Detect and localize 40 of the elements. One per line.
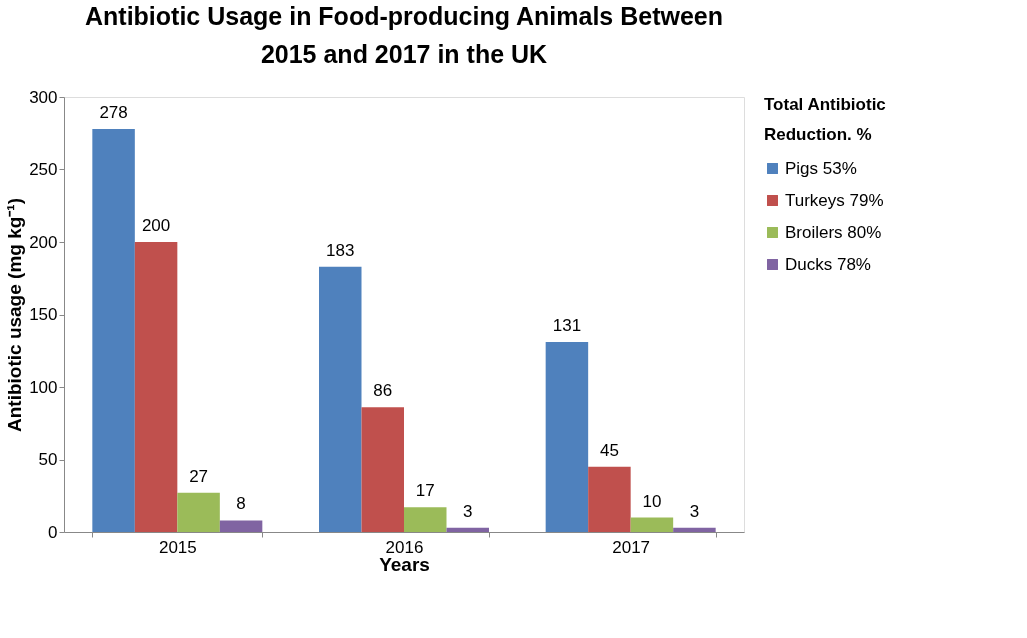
x-tick-label: 2015 (158, 537, 197, 557)
x-tick-label: 2017 (612, 537, 651, 557)
y-tick-label: 300 (29, 87, 58, 107)
data-label: 17 (415, 481, 435, 501)
data-label: 278 (99, 102, 128, 122)
bar (219, 520, 263, 532)
bar (319, 266, 362, 532)
y-tick-label: 0 (48, 522, 58, 542)
bar (92, 128, 135, 532)
data-label: 3 (463, 501, 473, 521)
y-tick-label: 50 (38, 450, 58, 469)
bar (673, 527, 716, 532)
bar (588, 466, 631, 532)
chart-title: Antibiotic Usage in Food-producing Animals Between 2015 and 2017 in the UK (85, 2, 723, 68)
data-label: 8 (236, 494, 246, 514)
data-label: 10 (642, 491, 662, 511)
legend-label: Ducks 78% (785, 254, 871, 274)
data-label: 27 (189, 466, 209, 486)
bar (134, 242, 178, 532)
data-label: 183 (326, 240, 355, 260)
bar (446, 527, 489, 532)
y-tick-label: 150 (29, 305, 58, 324)
y-tick-label: 100 (29, 377, 58, 397)
y-tick-label: 200 (29, 232, 58, 252)
bar (404, 507, 447, 532)
y-tick-label: 250 (29, 160, 58, 179)
data-label: 86 (373, 381, 393, 401)
bar (630, 517, 674, 532)
legend-label: Pigs 53% (785, 158, 857, 178)
data-label: 3 (689, 501, 700, 521)
data-label: 45 (599, 440, 619, 460)
legend-label: Turkeys 79% (785, 190, 884, 210)
legend-label: Broilers 80% (785, 222, 882, 242)
bar (361, 407, 404, 532)
bar (545, 342, 589, 532)
data-label: 200 (141, 216, 171, 235)
y-axis-title: Antibiotic usage (mg kg⁻¹) (4, 198, 26, 432)
data-label: 131 (552, 316, 582, 336)
bar (177, 492, 220, 532)
legend-title: Total Antibiotic Reduction. % (764, 95, 886, 144)
